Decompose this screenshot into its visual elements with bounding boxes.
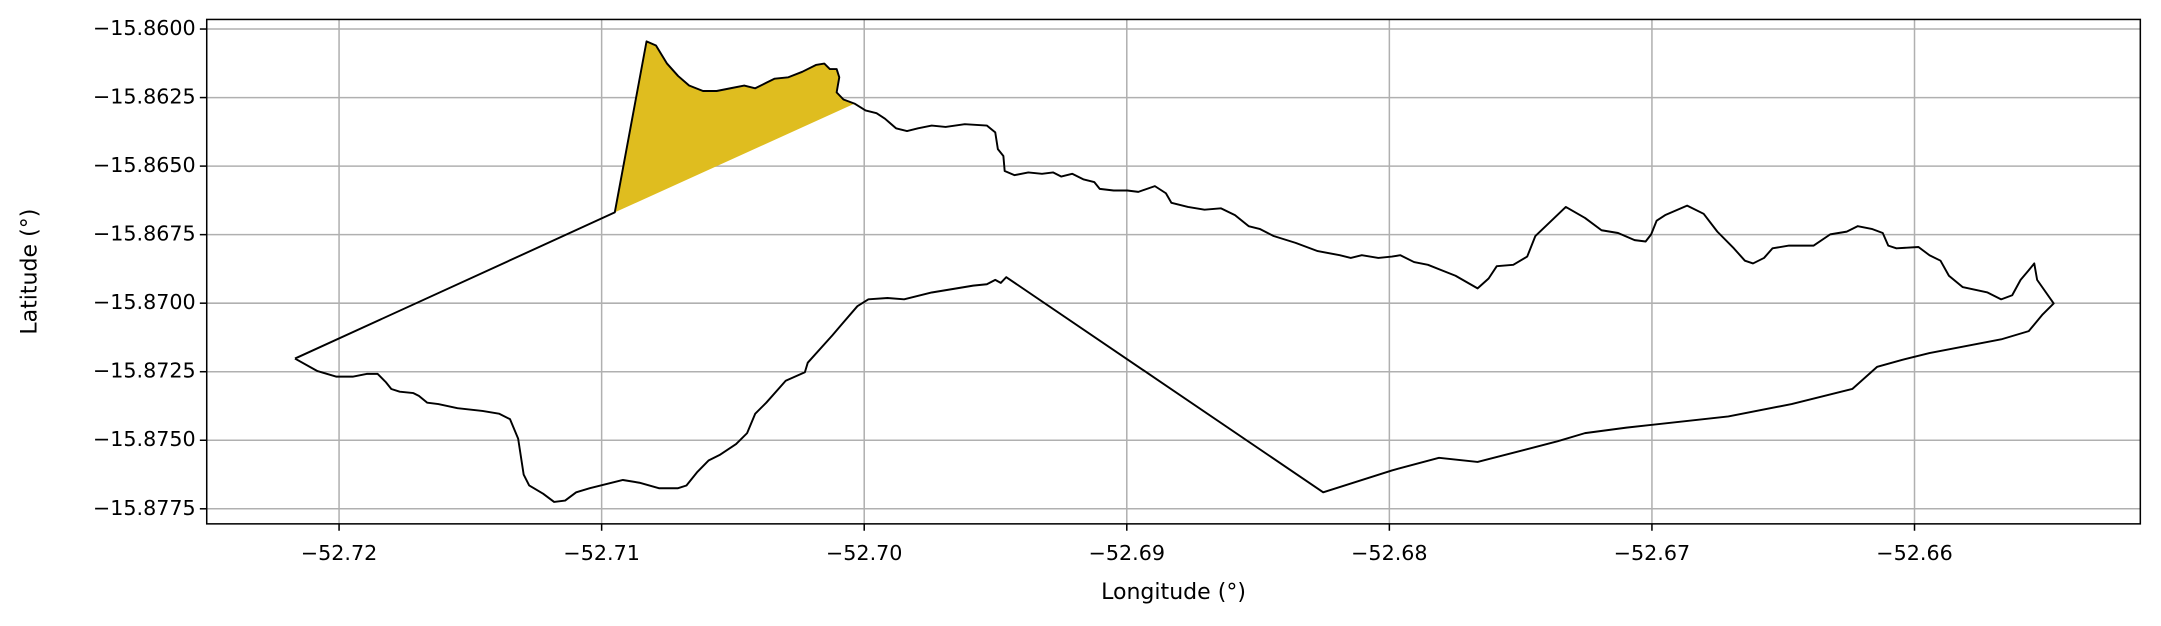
outline bbox=[294, 40, 2055, 503]
y-tick-label: −15.8625 bbox=[93, 85, 196, 109]
y-tick-label: −15.8775 bbox=[93, 496, 196, 520]
x-axis-label: Longitude (°) bbox=[1101, 580, 1246, 605]
y-tick-label: −15.8725 bbox=[93, 359, 196, 383]
grid bbox=[206, 19, 2141, 524]
x-tick-label: −52.66 bbox=[1876, 541, 1952, 565]
filled-area bbox=[614, 41, 855, 213]
x-tick-label: −52.70 bbox=[826, 541, 902, 565]
axes: −52.72 −52.71 −52.70 −52.69 −52.68 −52.67 −52.… bbox=[93, 16, 2142, 565]
y-tick-label: −15.8600 bbox=[93, 16, 196, 40]
y-axis-label: Latitude (°) bbox=[17, 209, 42, 335]
plot-area bbox=[294, 40, 2055, 503]
plot-frame bbox=[205, 18, 2142, 525]
y-tick-label: −15.8675 bbox=[93, 222, 196, 246]
x-tick-label: −52.69 bbox=[1089, 541, 1165, 565]
x-tick-label: −52.67 bbox=[1614, 541, 1690, 565]
y-tick-label: −15.8650 bbox=[93, 153, 196, 177]
y-tick-label: −15.8750 bbox=[93, 427, 196, 451]
x-tick-label: −52.72 bbox=[301, 541, 377, 565]
x-tick-label: −52.68 bbox=[1351, 541, 1427, 565]
y-tick-label: −15.8700 bbox=[93, 290, 196, 314]
x-tick-label: −52.71 bbox=[563, 541, 639, 565]
